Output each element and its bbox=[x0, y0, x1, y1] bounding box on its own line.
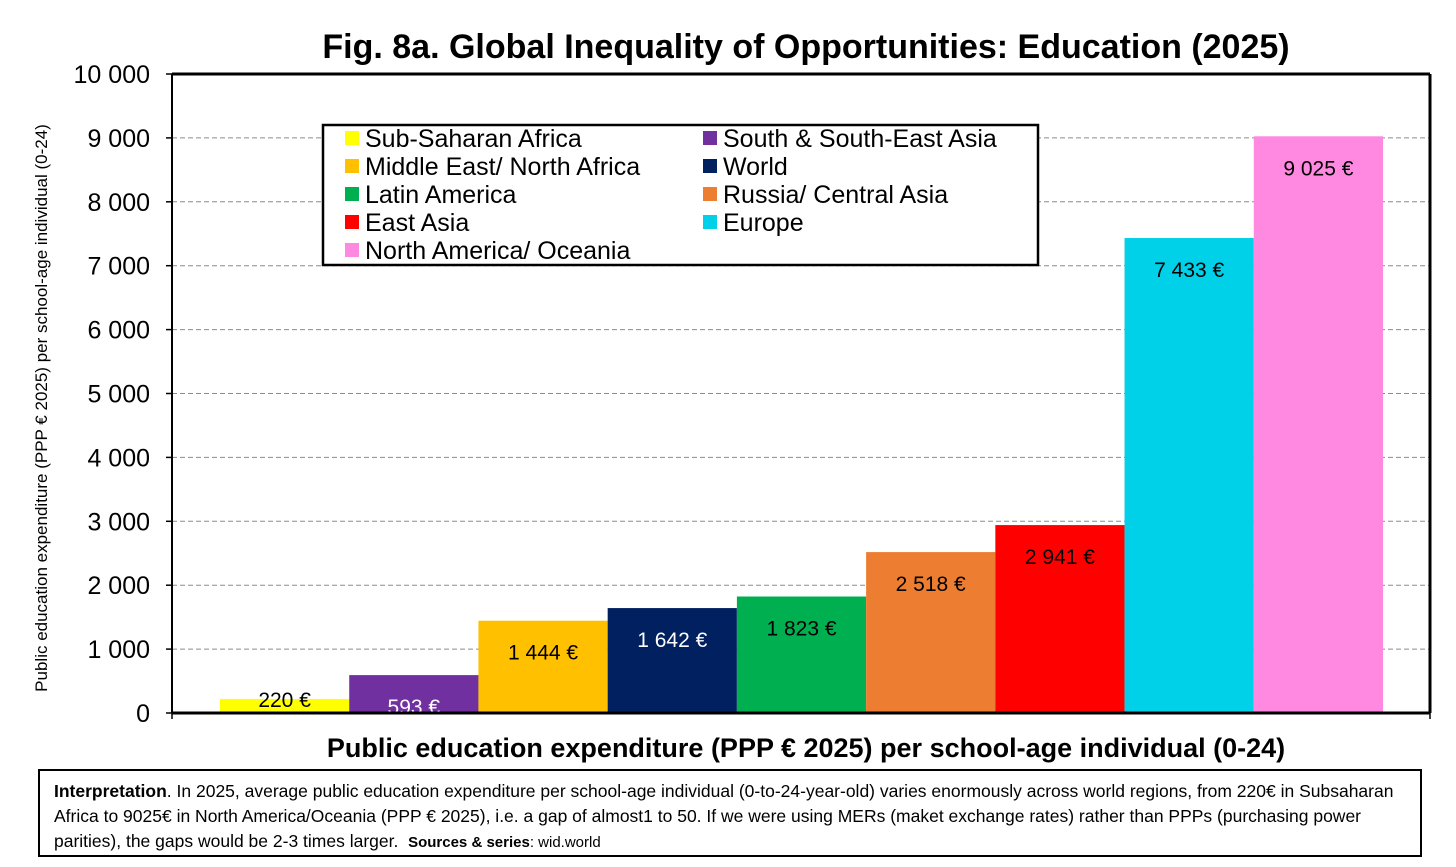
bar-chart: 220 € 593 € 1 444 € 1 642 € 1 823 € 2 518 € 2 … bbox=[74, 61, 1432, 728]
bar bbox=[736, 596, 867, 713]
legend-label: North America/ Oceania bbox=[365, 237, 630, 265]
y-tick-label: 7 000 bbox=[87, 253, 150, 281]
bar bbox=[866, 552, 996, 713]
y-tick-label: 3 000 bbox=[87, 508, 150, 536]
legend-swatch bbox=[345, 187, 359, 201]
y-tick-label: 2 000 bbox=[87, 572, 150, 600]
legend-label: Middle East/ North Africa bbox=[365, 153, 640, 181]
data-label: 2 518 € bbox=[896, 573, 966, 596]
bar bbox=[607, 608, 737, 713]
data-label: 1 642 € bbox=[637, 629, 707, 652]
x-axis-label: Public education expenditure (PPP € 2025… bbox=[326, 733, 1286, 763]
y-axis-label: Public education expenditure (PPP € 2025… bbox=[32, 124, 51, 692]
data-label: 9 025 € bbox=[1283, 157, 1353, 180]
legend-swatch bbox=[703, 215, 717, 229]
legend: Sub-Saharan Africa South & South-East Asi… bbox=[321, 123, 1040, 267]
bar bbox=[1253, 136, 1383, 714]
legend-label: Sub-Saharan Africa bbox=[365, 125, 582, 153]
axes: 0 1 000 2 000 3 000 4 000 5 000 6 000 7 000 8 00… bbox=[74, 61, 1432, 728]
y-tick-label: 10 000 bbox=[74, 61, 150, 89]
legend-label: Europe bbox=[723, 209, 804, 237]
legend-label: South & South-East Asia bbox=[723, 125, 997, 153]
bar bbox=[1124, 238, 1254, 713]
data-label: 2 941 € bbox=[1025, 546, 1095, 569]
legend-label: World bbox=[723, 153, 788, 181]
y-tick-label: 5 000 bbox=[87, 381, 150, 409]
sources-value: : wid.world bbox=[529, 834, 601, 851]
y-tick-label: 0 bbox=[136, 700, 150, 728]
sources-label: Sources & series bbox=[408, 834, 530, 851]
bars: 220 € 593 € 1 444 € 1 642 € 1 823 € 2 518 € 2 … bbox=[220, 136, 1383, 719]
y-tick-label: 9 000 bbox=[87, 125, 150, 153]
interpretation-lead: Interpretation bbox=[54, 781, 167, 801]
data-label: 593 € bbox=[388, 696, 441, 719]
legend-swatch bbox=[345, 159, 359, 173]
data-label: 7 433 € bbox=[1154, 259, 1224, 282]
data-label: 1 444 € bbox=[508, 642, 578, 665]
legend-box bbox=[321, 123, 1040, 267]
data-label: 220 € bbox=[258, 689, 311, 712]
legend-label: Russia/ Central Asia bbox=[723, 181, 948, 209]
bar bbox=[349, 675, 479, 713]
legend-swatch bbox=[703, 187, 717, 201]
legend-label: Latin America bbox=[365, 181, 517, 209]
legend-swatch bbox=[703, 159, 717, 173]
y-tick-label: 4 000 bbox=[87, 444, 150, 472]
interpretation-box: Interpretation. In 2025, average public … bbox=[38, 769, 1422, 857]
y-tick-label: 8 000 bbox=[87, 189, 150, 217]
data-label: 1 823 € bbox=[766, 618, 836, 641]
interpretation-text: . In 2025, average public education expe… bbox=[54, 781, 1394, 851]
y-tick-label: 6 000 bbox=[87, 317, 150, 345]
y-tick-label: 1 000 bbox=[87, 636, 150, 664]
bar bbox=[995, 525, 1125, 713]
legend-label: East Asia bbox=[365, 209, 469, 237]
legend-swatch bbox=[345, 215, 359, 229]
chart-title: Fig. 8a. Global Inequality of Opportunit… bbox=[322, 28, 1290, 66]
legend-swatch bbox=[345, 243, 359, 257]
bar bbox=[220, 698, 350, 713]
legend-swatch bbox=[345, 131, 359, 145]
bar bbox=[478, 620, 608, 713]
legend-swatch bbox=[703, 131, 717, 145]
